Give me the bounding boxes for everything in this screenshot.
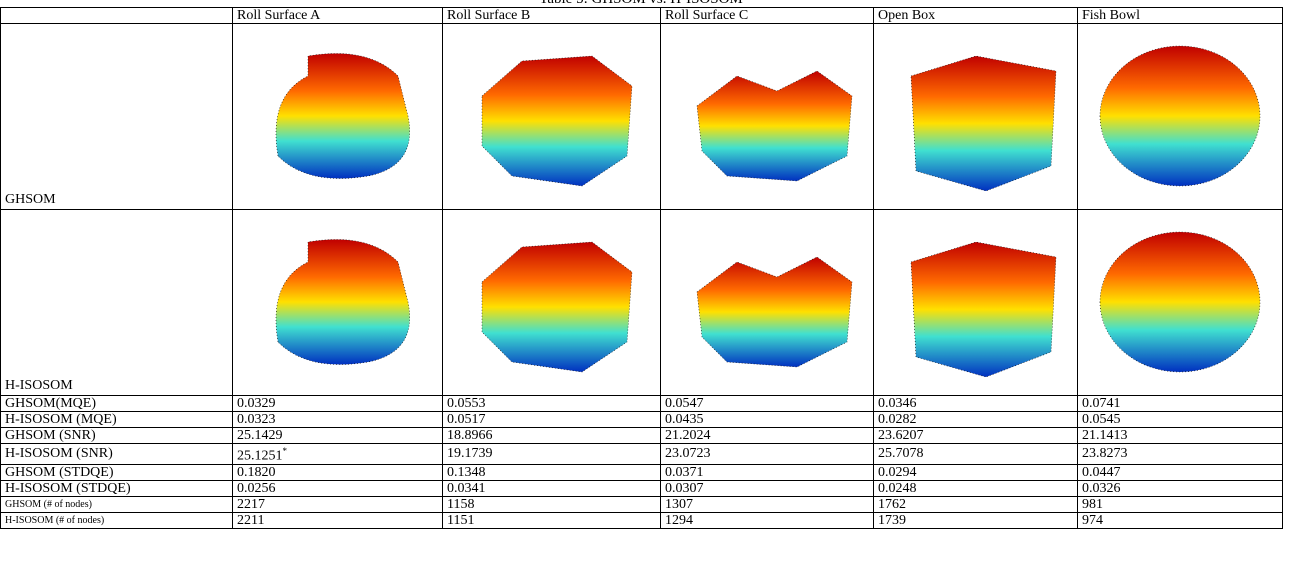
value-cell: 19.1739 — [442, 443, 661, 465]
row-label: H-ISOSOM (# of nodes) — [0, 511, 233, 529]
row-label: GHSOM (STDQE) — [0, 463, 233, 481]
value-cell: 23.6207 — [873, 427, 1078, 444]
surface-image-cell — [1077, 23, 1283, 210]
surface-plot — [275, 53, 410, 179]
image-row: GHSOM — [0, 23, 1283, 210]
row-label: GHSOM (# of nodes) — [0, 495, 233, 513]
column-header: Roll Surface A — [232, 7, 443, 24]
value-cell: 0.0371 — [660, 463, 874, 481]
value-cell: 0.0323 — [232, 411, 443, 428]
data-row: H-ISOSOM (MQE) 0.0323 0.0517 0.0435 0.0282 0.… — [0, 411, 1283, 428]
value-cell: 21.1413 — [1077, 427, 1283, 444]
data-row: H-ISOSOM (SNR) 25.1251* 19.1739 23.0723 25.7… — [0, 443, 1283, 465]
surface-image-cell — [660, 209, 874, 396]
surface-plot — [1099, 231, 1261, 373]
surface-plot — [696, 256, 853, 368]
row-label: GHSOM(MQE) — [0, 395, 233, 412]
value-cell: 981 — [1077, 495, 1283, 513]
value-cell: 2217 — [232, 495, 443, 513]
value-cell: 0.0282 — [873, 411, 1078, 428]
value-cell: 0.0307 — [660, 479, 874, 497]
data-row: GHSOM(MQE) 0.0329 0.0553 0.0547 0.0346 0.0741 — [0, 395, 1283, 412]
data-row: GHSOM (SNR) 25.1429 18.8966 21.2024 23.6207 2… — [0, 427, 1283, 444]
row-label: H-ISOSOM — [0, 209, 233, 396]
value-cell: 0.0346 — [873, 395, 1078, 412]
value-cell: 23.8273 — [1077, 443, 1283, 465]
value-cell: 0.0329 — [232, 395, 443, 412]
data-row: GHSOM (# of nodes) 2217 1158 1307 1762 981 — [0, 495, 1283, 513]
value-cell: 0.1348 — [442, 463, 661, 481]
surface-image-cell — [873, 23, 1078, 210]
image-row: H-ISOSOM — [0, 209, 1283, 396]
value-cell: 0.0256 — [232, 479, 443, 497]
value-cell: 1158 — [442, 495, 661, 513]
value-cell: 1307 — [660, 495, 874, 513]
row-label: H-ISOSOM (STDQE) — [0, 479, 233, 497]
surface-plot — [910, 55, 1056, 192]
surface-image-cell — [660, 23, 874, 210]
corner-cell — [0, 7, 233, 24]
row-label: H-ISOSOM (MQE) — [0, 411, 233, 428]
surface-image-cell — [232, 209, 443, 396]
value-cell: 0.0435 — [660, 411, 874, 428]
value-cell: 21.2024 — [660, 427, 874, 444]
value-cell: 0.0741 — [1077, 395, 1283, 412]
data-row: H-ISOSOM (STDQE) 0.0256 0.0341 0.0307 0.0248… — [0, 479, 1283, 497]
surface-plot — [696, 70, 853, 182]
row-label: GHSOM (SNR) — [0, 427, 233, 444]
surface-image-cell — [1077, 209, 1283, 396]
surface-image-cell — [442, 23, 661, 210]
value-cell: 0.0553 — [442, 395, 661, 412]
surface-image-cell — [442, 209, 661, 396]
value-cell: 25.1429 — [232, 427, 443, 444]
value-cell: 1294 — [660, 511, 874, 529]
surface-plot — [910, 241, 1056, 378]
value-cell: 1762 — [873, 495, 1078, 513]
value-cell: 0.0248 — [873, 479, 1078, 497]
value-mark: * — [282, 446, 288, 456]
column-header: Roll Surface C — [660, 7, 874, 24]
results-table: Roll Surface A Roll Surface B Roll Surface… — [0, 7, 1283, 529]
row-label: H-ISOSOM (SNR) — [0, 443, 233, 465]
value-cell: 0.0341 — [442, 479, 661, 497]
data-row: GHSOM (STDQE) 0.1820 0.1348 0.0371 0.0294 0.0… — [0, 463, 1283, 481]
value-cell: 1151 — [442, 511, 661, 529]
surface-image-cell — [873, 209, 1078, 396]
value-cell: 25.1251* — [232, 443, 443, 465]
column-header: Roll Surface B — [442, 7, 661, 24]
value-text: 25.1251 — [237, 448, 283, 464]
value-cell: 0.0326 — [1077, 479, 1283, 497]
caption: Table 5: GHSOM vs. H-ISOSOM — [0, 0, 1282, 8]
value-cell: 0.0447 — [1077, 463, 1283, 481]
value-cell: 0.0545 — [1077, 411, 1283, 428]
value-cell: 18.8966 — [442, 427, 661, 444]
surface-plot — [481, 55, 632, 187]
value-cell: 0.0547 — [660, 395, 874, 412]
value-cell: 0.0294 — [873, 463, 1078, 481]
value-cell: 2211 — [232, 511, 443, 529]
value-cell: 23.0723 — [660, 443, 874, 465]
value-cell: 974 — [1077, 511, 1283, 529]
header-row: Roll Surface A Roll Surface B Roll Surface… — [0, 7, 1283, 24]
column-header: Open Box — [873, 7, 1078, 24]
value-cell: 0.0517 — [442, 411, 661, 428]
data-row: H-ISOSOM (# of nodes) 2211 1151 1294 1739 974 — [0, 511, 1283, 529]
surface-image-cell — [232, 23, 443, 210]
column-header: Fish Bowl — [1077, 7, 1283, 24]
value-cell: 25.7078 — [873, 443, 1078, 465]
surface-plot — [1099, 45, 1261, 187]
row-label: GHSOM — [0, 23, 233, 210]
surface-plot — [275, 239, 410, 365]
surface-plot — [481, 241, 632, 373]
value-cell: 0.1820 — [232, 463, 443, 481]
value-cell: 1739 — [873, 511, 1078, 529]
